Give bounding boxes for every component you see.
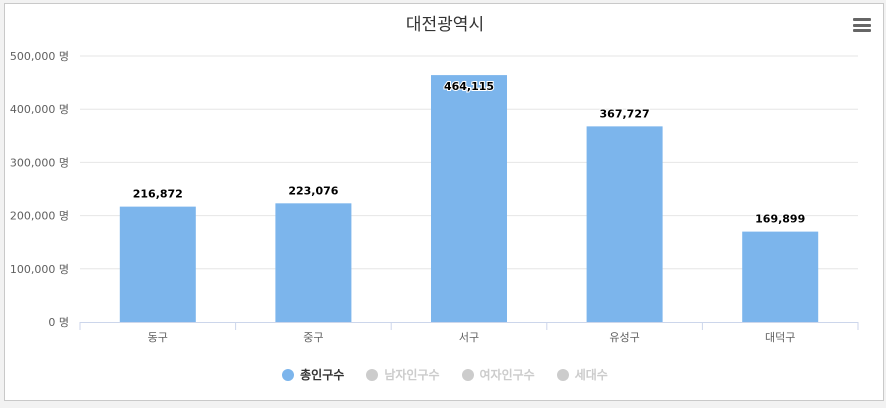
data-label: 216,872 [133,188,183,201]
y-tick-label: 100,000 명 [10,263,69,276]
legend-item[interactable]: 여자인구수 [461,366,535,383]
y-tick-label: 300,000 명 [10,156,69,169]
data-label: 464,115 [444,80,494,93]
x-tick-label: 서구 [459,331,479,344]
bar [119,206,196,322]
legend-label: 총인구수 [300,368,345,382]
chart-container: 대전광역시 0 명 100,000 명 200,000 명 300,000 명 400,… [4,3,884,401]
hamburger-menu-icon[interactable] [853,18,871,32]
bar [431,75,507,322]
legend-marker [282,368,295,381]
data-label: 367,727 [600,107,650,120]
legend-item[interactable]: 세대수 [556,366,608,383]
legend-label: 세대수 [574,368,608,382]
y-tick-label: 200,000 명 [10,210,69,223]
x-tick-label: 대덕구 [765,331,795,344]
bar [742,231,819,322]
legend-item[interactable]: 남자인구수 [366,366,440,383]
legend-label: 남자인구수 [384,368,440,382]
bar-chart: 0 명 100,000 명 200,000 명 300,000 명 400,000 명 5… [10,50,859,344]
x-tick-label: 유성구 [609,331,639,344]
legend-label: 여자인구수 [479,368,535,382]
legend-marker [556,368,569,381]
y-tick-label: 500,000 명 [10,50,69,63]
legend-marker [366,368,379,381]
data-label: 169,899 [755,213,805,226]
legend-item[interactable]: 총인구수 [282,366,344,383]
y-tick-label: 400,000 명 [10,103,69,116]
y-tick-label: 0 명 [48,316,69,329]
x-tick-label: 중구 [303,331,323,344]
bar [586,126,663,322]
data-label: 223,076 [288,184,338,197]
x-tick-label: 동구 [148,331,168,344]
legend-marker [461,368,474,381]
chart-title: 대전광역시 [405,15,485,35]
bar [275,203,352,322]
legend: 총인구수 남자인구수 여자인구수 세대수 [5,366,885,383]
